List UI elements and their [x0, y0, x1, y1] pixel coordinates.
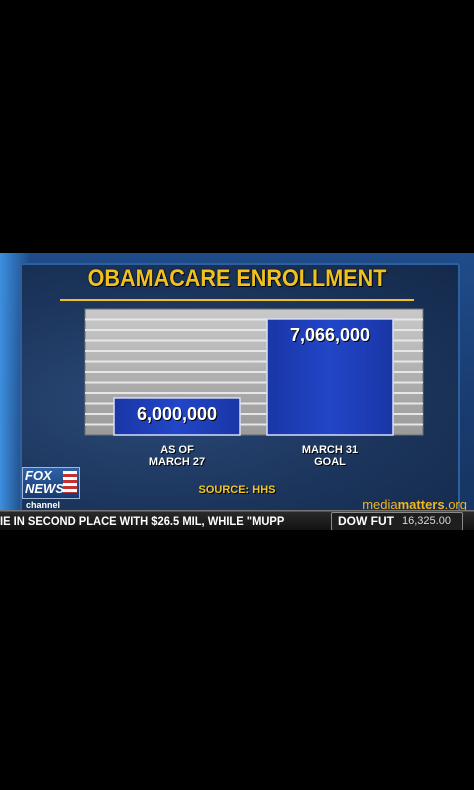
dow-futures-box: DOW FUT 16,325.00 [331, 512, 463, 530]
bar-value-label-2: 7,066,000 [289, 324, 371, 345]
watermark-light: media [362, 497, 398, 512]
dow-value: 16,325.00 [402, 515, 451, 527]
broadcast-frame: OBAMACARE ENROLLMENT 6,000,000 7,066,000 … [0, 253, 474, 530]
fox-news-logo: FOX NEWS channel [22, 467, 80, 510]
category-label-line: GOAL [314, 456, 346, 468]
category-label-line: MARCH 31 [301, 444, 359, 456]
source-label: SOURCE: HHS [198, 484, 276, 496]
bars [113, 318, 394, 436]
category-label-line: MARCH 27 [148, 456, 206, 468]
title-underline [60, 299, 414, 301]
logo-news-text: NEWS [25, 481, 64, 496]
dow-label: DOW FUT [338, 514, 394, 528]
logo-box: FOX NEWS [22, 467, 80, 499]
category-label-2: MARCH 31 GOAL [280, 444, 380, 468]
flag-icon [63, 471, 77, 493]
bar-1 [113, 397, 241, 436]
category-label-line: AS OF [160, 444, 194, 456]
mediamatters-watermark: mediamatters.org [362, 497, 467, 512]
ticker-divider [0, 511, 474, 512]
news-ticker: IE IN SECOND PLACE WITH $26.5 MIL, WHILE… [0, 510, 474, 530]
ticker-text: IE IN SECOND PLACE WITH $26.5 MIL, WHILE… [0, 514, 285, 528]
bar-value-label-1: 6,000,000 [136, 403, 218, 424]
bar-chart [84, 308, 424, 436]
category-label-1: AS OF MARCH 27 [127, 444, 227, 468]
watermark-bold: matters [397, 497, 445, 512]
logo-channel-text: channel [26, 500, 61, 510]
chart-title: OBAMACARE ENROLLMENT [87, 265, 387, 292]
bar-2 [266, 318, 394, 436]
watermark-suffix: .org [444, 497, 467, 512]
logo-fox-text: FOX [25, 468, 52, 483]
